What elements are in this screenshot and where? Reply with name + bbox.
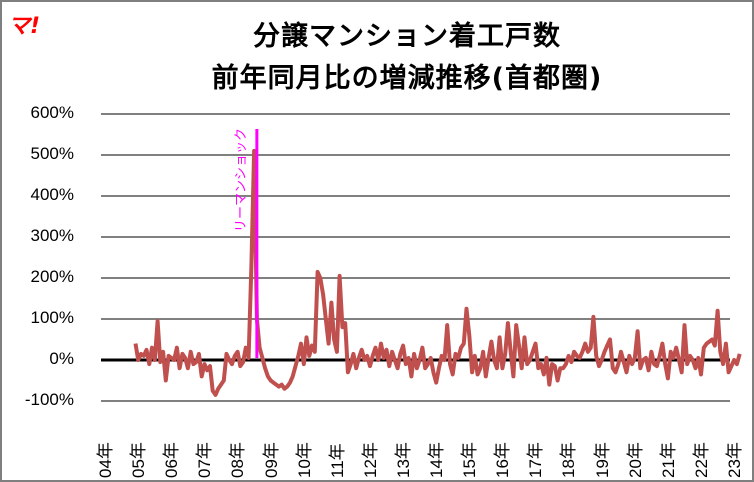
x-tick-label: 07年 (195, 442, 215, 478)
x-tick-label: 11年 (327, 443, 347, 478)
x-tick-label: 19年 (592, 442, 612, 478)
y-tick-label: -100% (24, 390, 74, 409)
x-tick-label: 06年 (162, 442, 182, 478)
x-tick-label: 08年 (228, 442, 248, 478)
chart-title-line1: 分譲マンション着工戸数 (253, 21, 561, 52)
x-tick-label: 09年 (261, 442, 281, 478)
y-tick-label: 0% (49, 349, 74, 368)
x-tick-label: 10年 (294, 442, 314, 478)
x-tick-label: 12年 (360, 442, 380, 478)
brand-logo: マ! (8, 14, 41, 39)
x-tick-label: 13年 (393, 442, 413, 478)
y-tick-label: 600% (30, 103, 74, 122)
y-tick-label: 100% (30, 308, 74, 327)
x-tick-label: 18年 (559, 442, 579, 478)
x-tick-label: 20年 (625, 442, 645, 478)
x-tick-label: 15年 (460, 442, 480, 478)
x-tick-label: 17年 (526, 442, 546, 478)
x-tick-label: 23年 (725, 442, 744, 478)
y-tick-label: 500% (30, 144, 74, 163)
x-tick-label: 21年 (658, 442, 678, 478)
x-tick-label: 04年 (96, 442, 115, 478)
x-tick-label: 14年 (427, 442, 447, 478)
x-tick-label: 05年 (129, 442, 149, 478)
x-tick-label: 22年 (691, 442, 711, 478)
chart-title-line2: 前年同月比の増減推移(首都圏) (211, 63, 603, 94)
x-tick-label: 16年 (493, 442, 513, 478)
y-tick-label: 300% (30, 226, 74, 245)
y-tick-label: 200% (30, 267, 74, 286)
lehman-shock-label: リーマンショック (234, 128, 249, 232)
y-tick-label: 400% (30, 185, 74, 204)
series-line (133, 148, 742, 397)
